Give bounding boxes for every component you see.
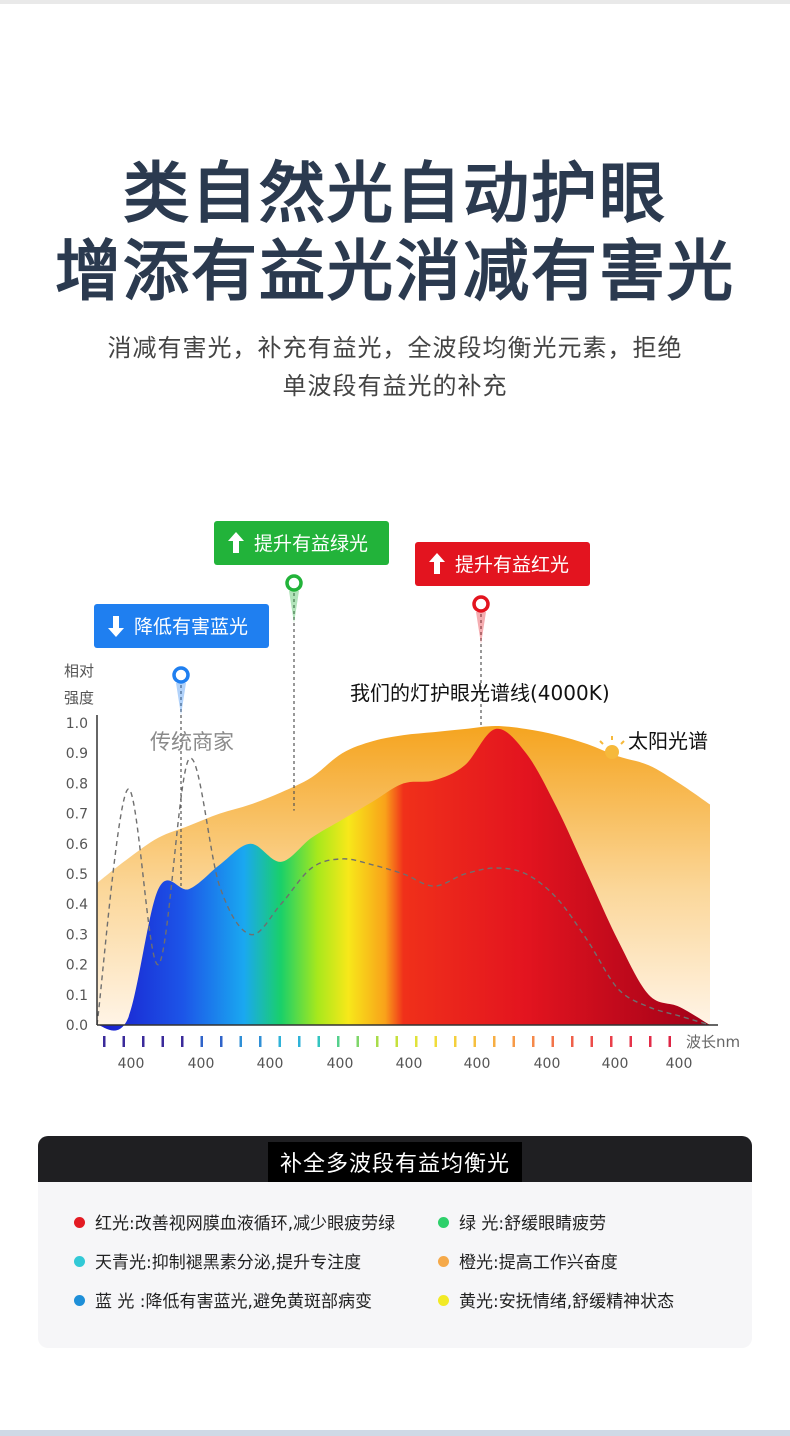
- y-tick-label: 0.8: [66, 776, 88, 792]
- headline-line-1: 类自然光自动护眼: [123, 155, 667, 232]
- wavelength-tick: [259, 1036, 262, 1047]
- green-dot-icon: [438, 1217, 449, 1228]
- lamp-spectrum-area: [97, 728, 710, 1031]
- wavelength-tick: [512, 1036, 515, 1047]
- y-tick-label: 0.9: [66, 746, 88, 762]
- wavelength-tick: [649, 1036, 652, 1047]
- x-tick-label: 400: [396, 1056, 423, 1072]
- y-tick-label: 0.2: [66, 958, 88, 974]
- wavelength-tick: [298, 1036, 301, 1047]
- annotation-badge: [214, 521, 389, 565]
- y-tick-label: 0.5: [66, 867, 88, 883]
- pin-tail: [176, 683, 186, 715]
- yellow-dot-icon: [438, 1295, 449, 1306]
- x-tick-label: 400: [327, 1056, 354, 1072]
- annotation-badge: [415, 542, 590, 586]
- y-tick-label: 0.0: [66, 1018, 88, 1034]
- wavelength-tick: [181, 1036, 184, 1047]
- wavelength-tick: [337, 1036, 340, 1047]
- series-label-ours: 我们的灯护眼光谱线(4000K): [350, 681, 610, 705]
- y-tick-label: 0.3: [66, 927, 88, 943]
- series-label-sun: 太阳光谱: [628, 729, 708, 753]
- benefits-card: 补全多波段有益均衡光 红光:改善视网膜血液循环,减少眼疲劳绿 绿 光:舒缓眼睛疲…: [38, 1136, 752, 1348]
- wavelength-tick: [473, 1036, 476, 1047]
- top-divider: [0, 0, 790, 4]
- arrow-up-icon: [228, 532, 244, 553]
- cyan-dot-icon: [74, 1256, 85, 1267]
- wavelength-tick: [239, 1036, 242, 1047]
- subtitle-line-1: 消减有害光，补充有益光，全波段均衡光元素，拒绝: [107, 334, 683, 362]
- x-tick-label: 400: [602, 1056, 629, 1072]
- wavelength-tick: [532, 1036, 535, 1047]
- wavelength-tick: [551, 1036, 554, 1047]
- y-tick-label: 0.7: [66, 807, 88, 823]
- wavelength-tick: [590, 1036, 593, 1047]
- pin-tail: [289, 591, 299, 623]
- location-pin-icon: [472, 595, 490, 613]
- y-axis-label-2: 强度: [64, 689, 94, 707]
- traditional-spectrum-line: [96, 757, 711, 1026]
- annotation-label: 降低有害蓝光: [134, 616, 248, 638]
- wavelength-tick: [454, 1036, 457, 1047]
- wavelength-tick: [415, 1036, 418, 1047]
- y-tick-label: 0.1: [66, 988, 88, 1004]
- annotation-label: 提升有益红光: [455, 554, 569, 576]
- x-axis-label: 波长nm: [686, 1033, 740, 1051]
- bottom-divider: [0, 1430, 790, 1436]
- location-pin-icon: [172, 666, 190, 684]
- x-tick-label: 400: [666, 1056, 693, 1072]
- wavelength-tick: [200, 1036, 203, 1047]
- y-tick-label: 0.6: [66, 837, 88, 853]
- wavelength-tick: [571, 1036, 574, 1047]
- subtitle-line-2: 单波段有益光的补充: [282, 372, 508, 400]
- wavelength-tick: [142, 1036, 145, 1047]
- y-axis-label-1: 相对: [64, 662, 94, 680]
- annotation-badge: [94, 604, 269, 648]
- headline-line-2: 增添有益光消减有害光: [55, 233, 735, 310]
- wavelength-tick: [668, 1036, 671, 1047]
- wavelength-tick: [493, 1036, 496, 1047]
- x-tick-label: 400: [534, 1056, 561, 1072]
- orange-dot-icon: [438, 1256, 449, 1267]
- wavelength-tick: [434, 1036, 437, 1047]
- benefit-item-cyan: 天青光:抑制褪黑素分泌,提升专注度: [74, 1248, 361, 1273]
- spectrum-chart: 0.0 0.1 0.2 0.3 0.4 0.5 0.6 0.7 0.8 0.9 1.0 400 400…: [64, 521, 740, 1072]
- x-tick-label: 400: [188, 1056, 215, 1072]
- blue-dot-icon: [74, 1295, 85, 1306]
- wavelength-tick: [395, 1036, 398, 1047]
- arrow-down-icon: [108, 616, 124, 637]
- benefit-item-red: 红光:改善视网膜血液循环,减少眼疲劳绿: [74, 1209, 395, 1234]
- sun-icon: [599, 736, 625, 759]
- wavelength-tick: [103, 1036, 106, 1047]
- wavelength-tick: [122, 1036, 125, 1047]
- y-tick-label: 1.0: [66, 716, 88, 732]
- benefits-title: 补全多波段有益均衡光: [267, 1142, 522, 1182]
- wavelength-tick: [317, 1036, 320, 1047]
- benefit-item-yellow: 黄光:安抚情绪,舒缓精神状态: [438, 1287, 674, 1312]
- location-pin-icon: [285, 574, 303, 592]
- wavelength-tick: [629, 1036, 632, 1047]
- annotation-label: 提升有益绿光: [254, 533, 368, 555]
- wavelength-tick: [278, 1036, 281, 1047]
- benefit-item-blue: 蓝 光 :降低有害蓝光,避免黄斑部病变: [74, 1287, 372, 1312]
- benefit-item-orange: 橙光:提高工作兴奋度: [438, 1248, 618, 1273]
- series-label-traditional: 传统商家: [150, 730, 234, 754]
- wavelength-tick: [220, 1036, 223, 1047]
- x-tick-label: 400: [464, 1056, 491, 1072]
- x-tick-label: 400: [118, 1056, 145, 1072]
- wavelength-tick: [356, 1036, 359, 1047]
- wavelength-tick: [376, 1036, 379, 1047]
- x-tick-label: 400: [257, 1056, 284, 1072]
- pin-tail: [476, 612, 486, 644]
- y-tick-label: 0.4: [66, 897, 88, 913]
- red-dot-icon: [74, 1217, 85, 1228]
- arrow-up-icon: [429, 553, 445, 574]
- wavelength-tick: [161, 1036, 164, 1047]
- benefit-item-green: 绿 光:舒缓眼睛疲劳: [438, 1209, 606, 1234]
- wavelength-tick: [610, 1036, 613, 1047]
